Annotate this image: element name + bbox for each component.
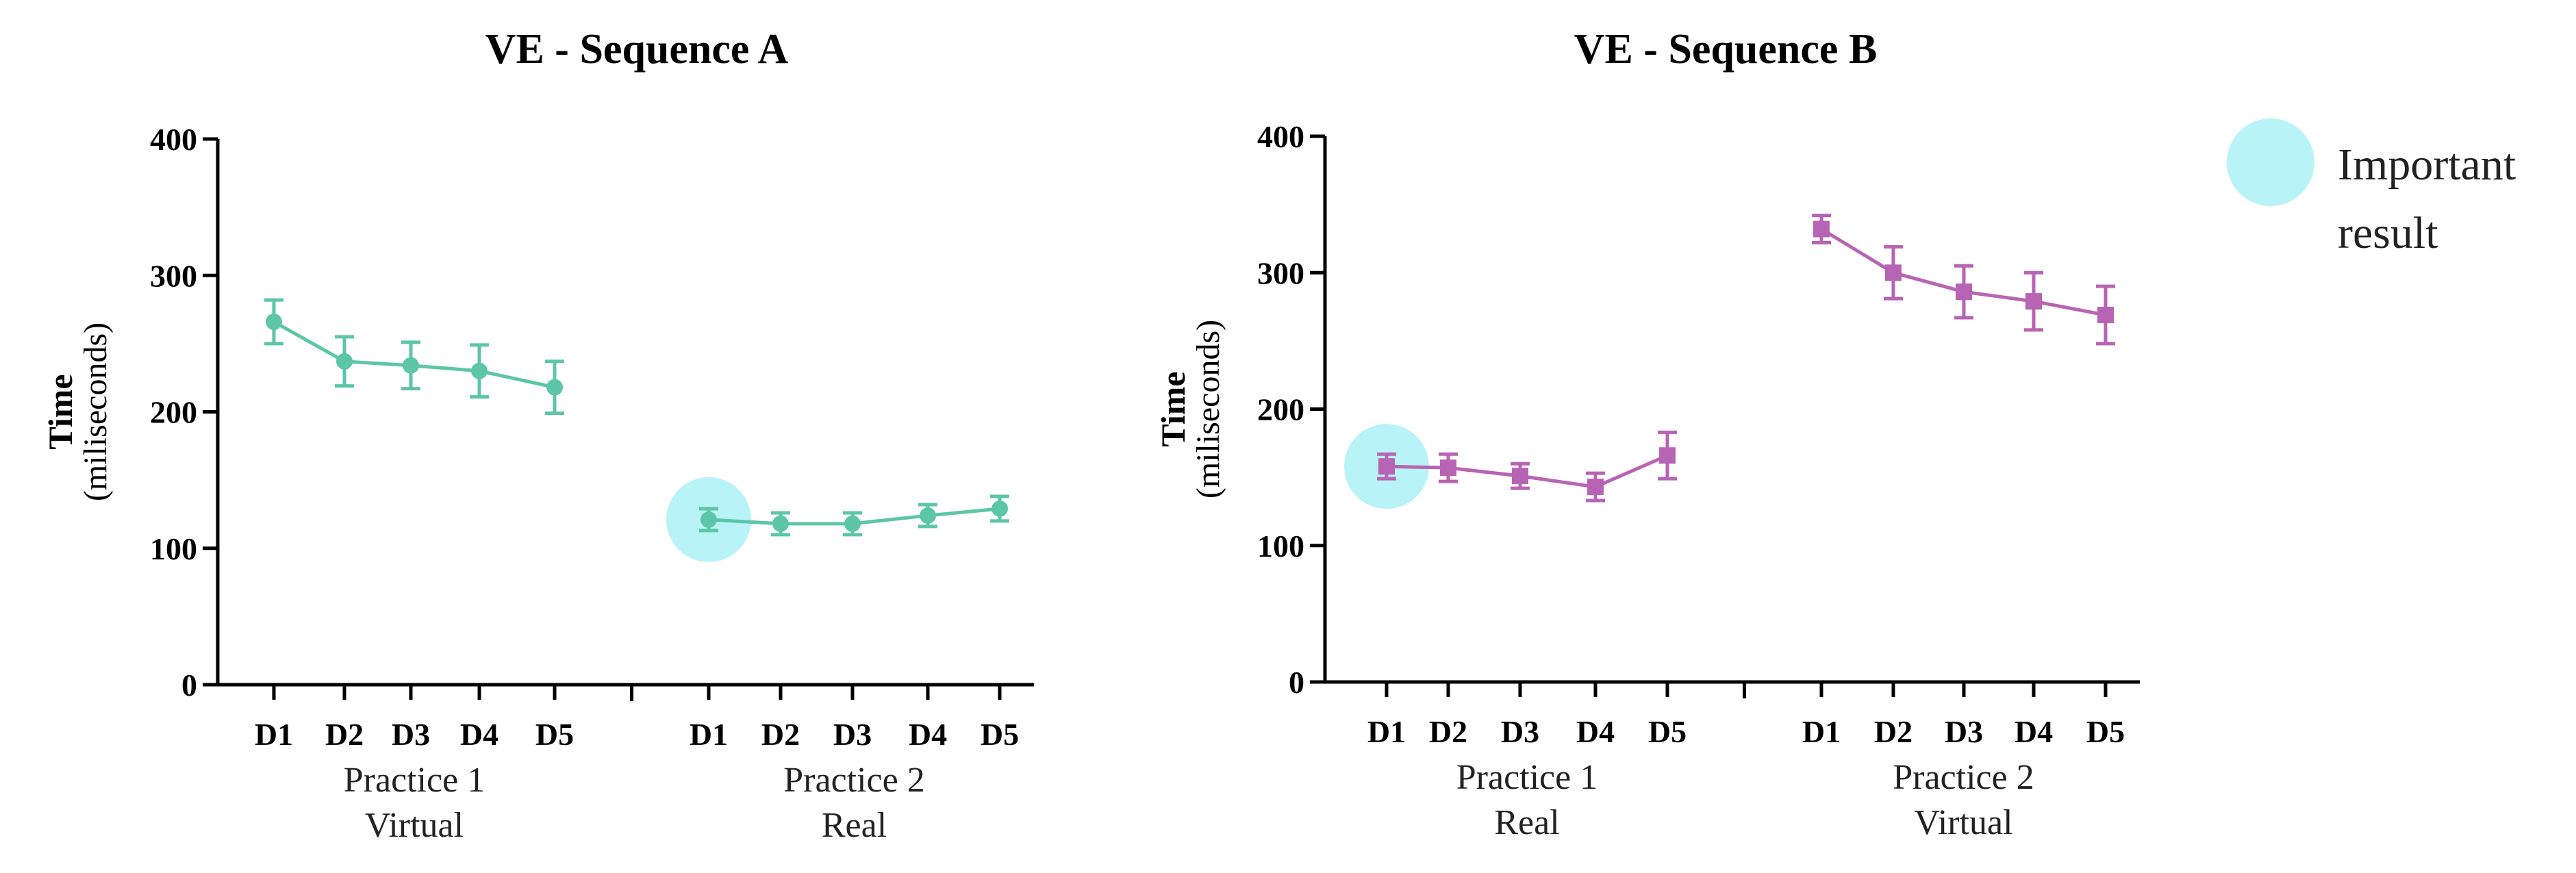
data-point — [471, 362, 488, 379]
data-point — [1512, 468, 1528, 485]
data-point — [1587, 479, 1604, 496]
data-point — [844, 515, 861, 532]
data-point — [1956, 283, 1972, 301]
data-point — [700, 511, 717, 528]
data-point — [2097, 307, 2114, 324]
y-tick-label: 200 — [1257, 392, 1304, 427]
x-tick-label: D5 — [981, 717, 1019, 752]
group-label-line1: Practice 2 — [1893, 758, 2034, 797]
data-point — [1885, 264, 1902, 281]
x-tick-label: D1 — [1802, 714, 1841, 749]
y-tick-label: 400 — [1257, 119, 1304, 154]
x-tick-label: D3 — [1501, 714, 1539, 749]
y-axis-sublabel: (miliseconds) — [1190, 320, 1226, 498]
y-tick-label: 200 — [150, 395, 197, 430]
x-tick-label: D2 — [761, 717, 800, 752]
x-tick-label: D3 — [833, 717, 872, 752]
data-point — [1378, 458, 1395, 475]
x-tick-label: D1 — [255, 717, 293, 752]
x-tick-label: D2 — [1429, 714, 1467, 749]
legend-label-line1: Important — [2338, 140, 2516, 190]
legend-highlight-swatch — [2227, 118, 2314, 206]
data-point — [1813, 220, 1830, 238]
x-tick-label: D5 — [1648, 714, 1687, 749]
x-tick-label: D4 — [909, 717, 947, 752]
x-tick-label: D4 — [1576, 714, 1615, 749]
y-axis-label: Time — [41, 374, 79, 449]
group-label-line1: Practice 2 — [783, 761, 924, 800]
group-label-line2: Real — [1494, 803, 1559, 842]
data-point — [266, 313, 282, 330]
data-point — [546, 379, 563, 396]
y-tick-label: 400 — [150, 122, 197, 157]
y-tick-label: 0 — [181, 668, 197, 703]
data-point — [920, 507, 936, 524]
chart-title: VE - Sequence A — [485, 26, 789, 73]
data-point — [403, 357, 419, 374]
x-tick-label: D4 — [460, 717, 498, 752]
y-axis-label: Time — [1154, 371, 1192, 446]
x-tick-label: D2 — [325, 717, 364, 752]
y-tick-label: 100 — [150, 531, 197, 566]
data-point — [2025, 293, 2042, 310]
data-point — [992, 500, 1008, 517]
x-tick-label: D4 — [2015, 714, 2053, 749]
chart-sequence-b: VE - Sequence B Time(miliseconds) 0 100 200 3… — [1154, 26, 2140, 842]
y-tick-label: 0 — [1289, 665, 1304, 700]
group-label-line2: Virtual — [365, 806, 464, 845]
data-point — [772, 515, 789, 532]
series-line — [273, 320, 555, 390]
x-tick-label: D5 — [2086, 714, 2125, 749]
group-label-line1: Practice 1 — [1456, 758, 1598, 797]
y-tick-label: 100 — [1257, 529, 1304, 564]
legend-label-line2: result — [2338, 208, 2438, 258]
x-tick-label: D2 — [1874, 714, 1912, 749]
y-axis-sublabel: (miliseconds) — [77, 322, 114, 501]
data-point — [336, 353, 353, 370]
y-tick-label: 300 — [1257, 255, 1304, 290]
chart-sequence-a: VE - Sequence A Time(miliseconds) 0 100 200 3… — [41, 26, 1034, 845]
data-point — [1659, 447, 1676, 464]
x-tick-label: D3 — [392, 717, 430, 752]
x-tick-label: D1 — [690, 717, 728, 752]
x-tick-label: D5 — [535, 717, 574, 752]
x-tick-label: D3 — [1945, 714, 1983, 749]
chart-title: VE - Sequence B — [1574, 26, 1878, 73]
x-tick-label: D1 — [1367, 714, 1406, 749]
y-tick-label: 300 — [150, 258, 197, 293]
legend: Important result — [2227, 118, 2516, 258]
group-label-line1: Practice 1 — [344, 761, 485, 800]
group-label-line2: Virtual — [1914, 803, 2012, 842]
data-point — [1440, 459, 1456, 477]
group-label-line2: Real — [822, 806, 887, 845]
